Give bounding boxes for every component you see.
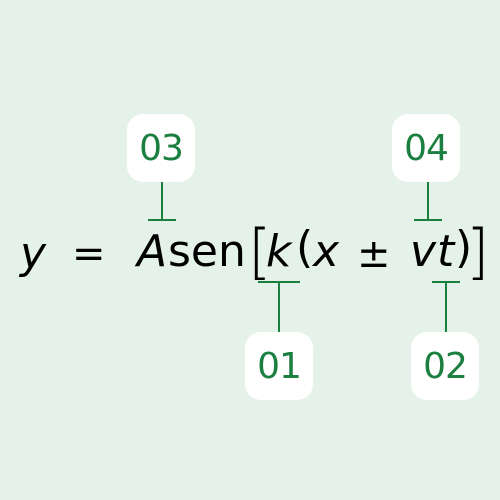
symbol-t: t xyxy=(437,226,455,277)
symbol-y: y xyxy=(20,228,47,279)
close-bracket: ] xyxy=(466,217,490,287)
symbol-k: k xyxy=(266,226,292,277)
label-v: 04 xyxy=(392,114,460,182)
open-paren: ( xyxy=(296,222,314,273)
function-sen: sen xyxy=(168,226,246,277)
open-bracket: [ xyxy=(248,217,272,287)
label-k: 01 xyxy=(245,332,313,400)
close-paren: ) xyxy=(455,222,473,273)
symbol-v: v xyxy=(410,226,437,277)
symbol-amplitude: A xyxy=(137,226,168,277)
label-amplitude: 03 xyxy=(127,114,195,182)
equals-sign: = xyxy=(72,231,106,277)
symbol-x: x xyxy=(313,226,340,277)
label-vt: 02 xyxy=(411,332,479,400)
plus-minus-sign: ± xyxy=(357,231,391,277)
